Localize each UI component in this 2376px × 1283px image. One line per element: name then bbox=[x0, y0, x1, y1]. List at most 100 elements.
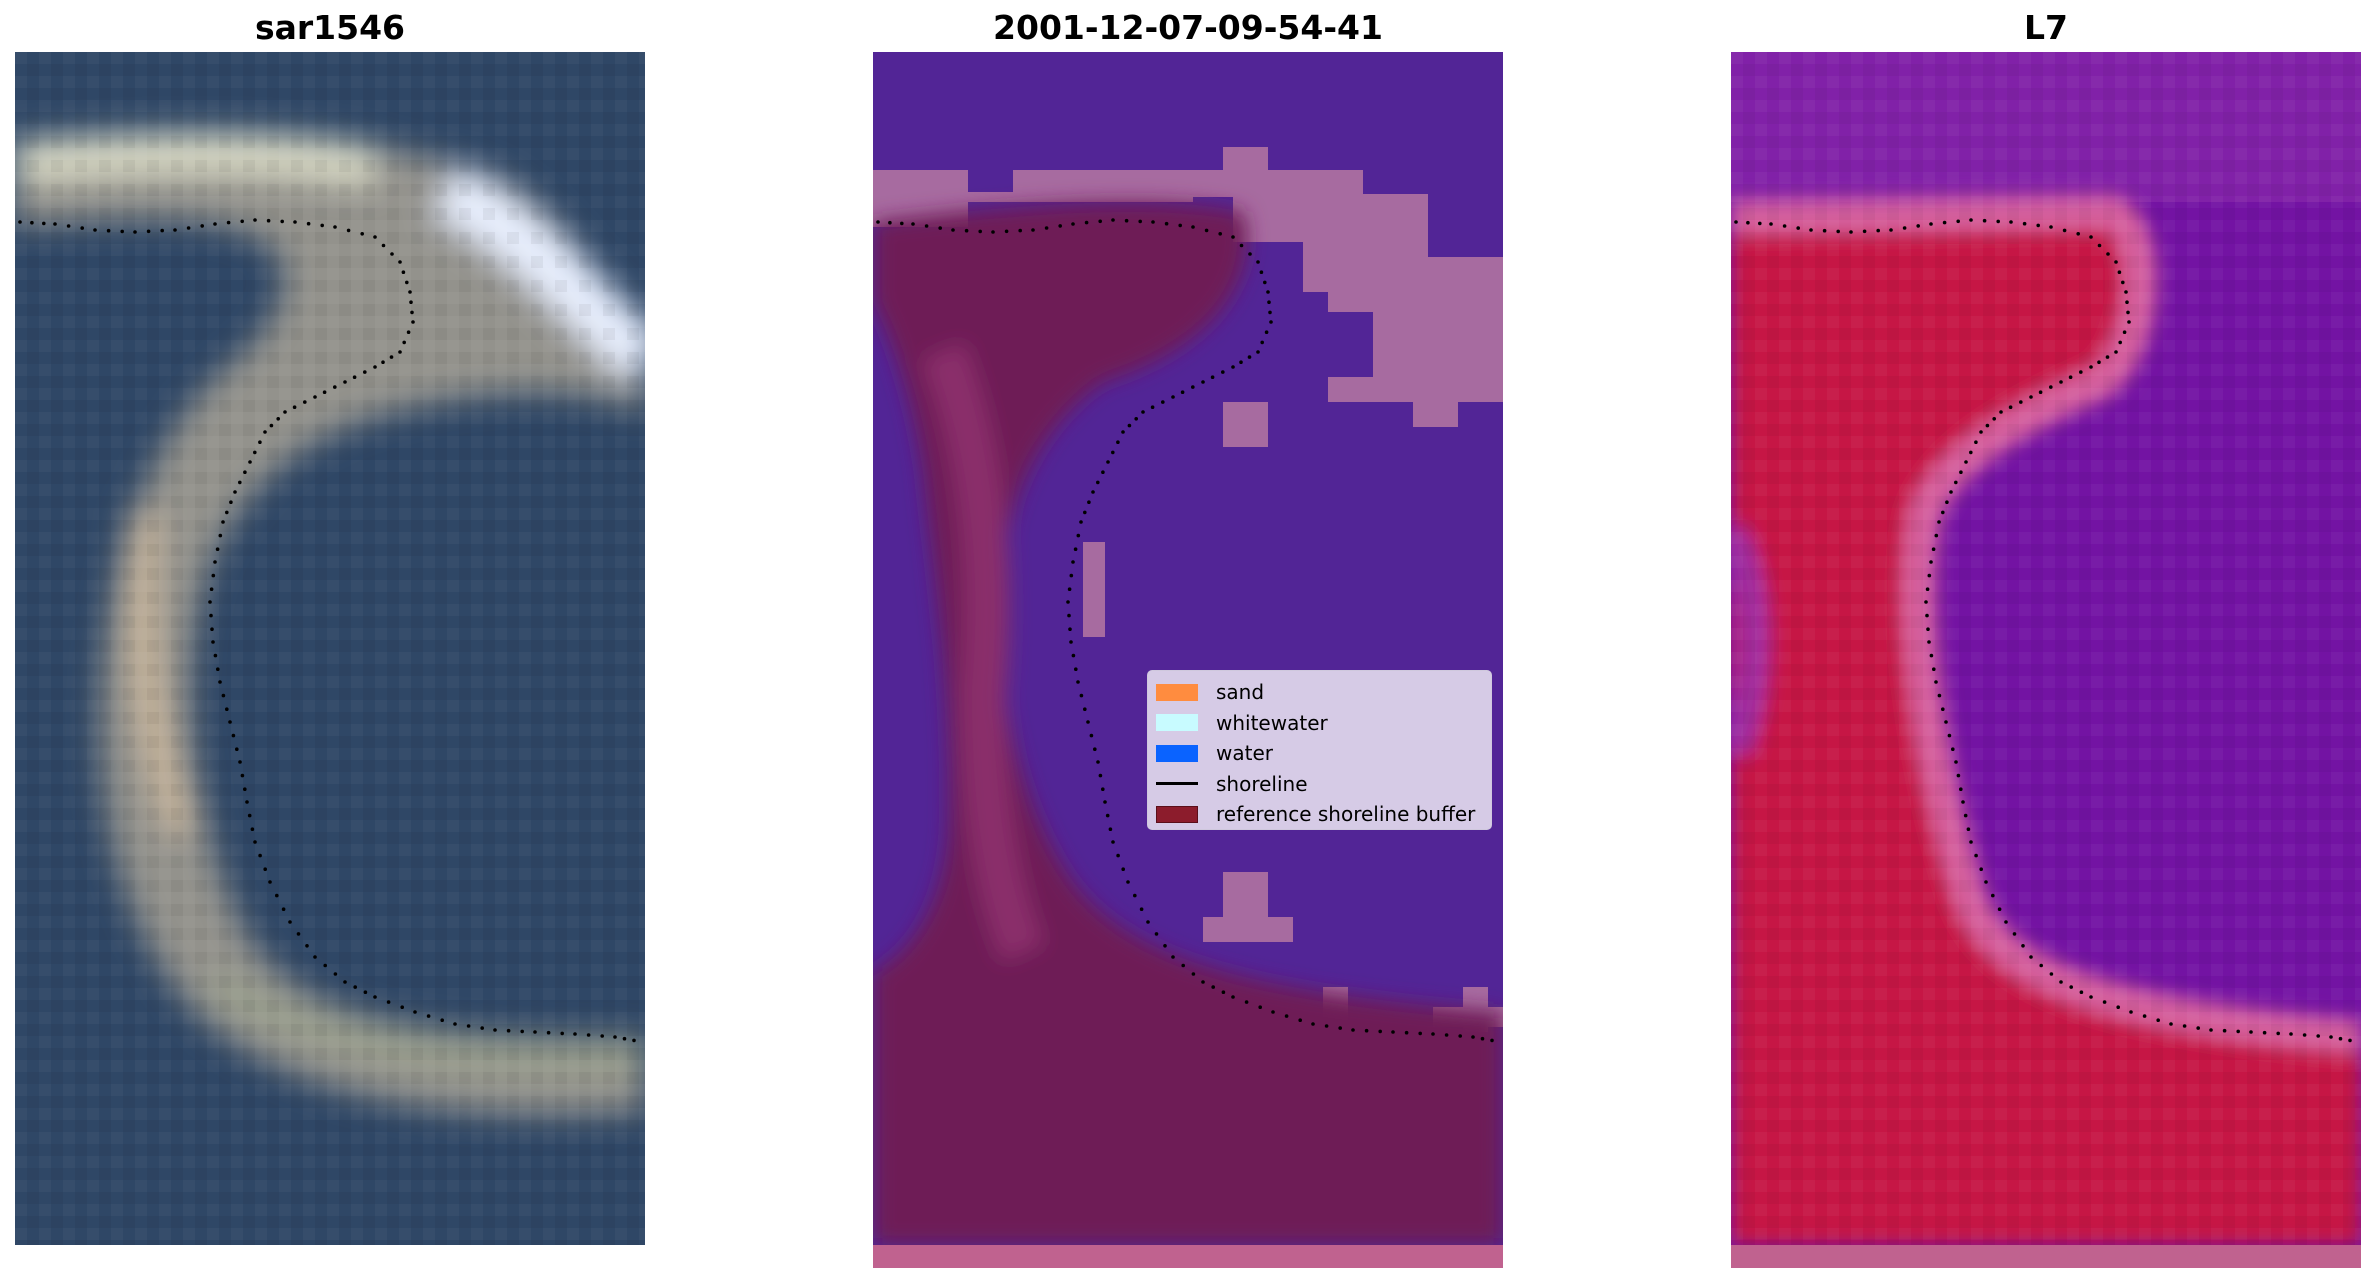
shoreline-point bbox=[1929, 560, 1933, 564]
shoreline-point bbox=[546, 1030, 551, 1035]
shoreline-point bbox=[410, 310, 414, 315]
shoreline-point bbox=[1284, 1014, 1289, 1018]
shoreline-point bbox=[1929, 222, 1933, 226]
shoreline-point bbox=[1221, 370, 1225, 374]
shoreline-point bbox=[1338, 1026, 1342, 1030]
shoreline-point bbox=[1103, 800, 1107, 804]
shoreline-point bbox=[1127, 423, 1132, 428]
shoreline-point bbox=[253, 840, 257, 844]
shoreline-point bbox=[1071, 222, 1075, 226]
shoreline-point bbox=[1093, 747, 1097, 751]
shoreline-point bbox=[1924, 600, 1928, 604]
shoreline-point bbox=[360, 232, 365, 236]
legend-item-water: water bbox=[1156, 738, 1483, 769]
shoreline-point bbox=[2302, 1033, 2307, 1037]
shoreline-point bbox=[292, 405, 297, 410]
shoreline-point bbox=[1068, 627, 1072, 631]
shoreline-point bbox=[160, 228, 164, 233]
shoreline-point bbox=[1260, 340, 1264, 345]
shoreline-point bbox=[209, 587, 214, 591]
shoreline-point bbox=[573, 1032, 577, 1036]
shoreline-point bbox=[313, 955, 317, 959]
shoreline-point bbox=[1164, 221, 1169, 226]
shoreline-point bbox=[1146, 920, 1150, 924]
shoreline-point bbox=[1974, 440, 1978, 445]
shoreline-point bbox=[1210, 375, 1215, 380]
shoreline-point bbox=[876, 220, 880, 224]
shoreline-point bbox=[352, 375, 357, 380]
shoreline-point bbox=[1211, 985, 1215, 989]
shoreline-point bbox=[411, 320, 415, 324]
shoreline-point bbox=[313, 395, 317, 399]
shoreline-point bbox=[1490, 1038, 1494, 1043]
panel-title-rgb: sar1546 bbox=[254, 8, 406, 47]
shoreline-point bbox=[381, 360, 385, 365]
shoreline-point bbox=[1991, 893, 1995, 898]
shoreline-point bbox=[1218, 232, 1222, 236]
shoreline-point bbox=[1076, 533, 1081, 538]
shoreline-point bbox=[560, 1031, 564, 1036]
shoreline-point bbox=[1126, 880, 1130, 884]
shoreline-point bbox=[991, 230, 995, 234]
shoreline-point bbox=[1256, 260, 1260, 264]
shoreline-point bbox=[1116, 440, 1120, 445]
legend-label: whitewater bbox=[1216, 710, 1328, 735]
legend: sand whitewater water shoreline referenc… bbox=[1147, 670, 1492, 830]
shoreline-point bbox=[250, 827, 255, 831]
shoreline-point bbox=[1267, 300, 1271, 304]
shoreline-point bbox=[2079, 990, 2084, 994]
shoreline-point bbox=[2029, 955, 2033, 959]
shoreline-point bbox=[1849, 230, 1853, 234]
shoreline-point bbox=[1264, 330, 1269, 335]
shoreline-point bbox=[1984, 880, 1988, 884]
shoreline-point bbox=[1079, 693, 1084, 698]
shoreline-point bbox=[1111, 218, 1115, 222]
shoreline-point bbox=[333, 225, 337, 229]
shoreline-point bbox=[216, 667, 220, 671]
shoreline-point bbox=[1101, 470, 1105, 475]
shoreline-point bbox=[1937, 520, 1941, 524]
shoreline-point bbox=[1231, 365, 1235, 369]
water-swatch bbox=[1156, 744, 1198, 762]
shoreline-point bbox=[1231, 995, 1235, 999]
shoreline-point bbox=[1961, 800, 1965, 804]
shoreline-point bbox=[218, 680, 222, 684]
shoreline-point bbox=[1116, 853, 1120, 858]
shoreline-point bbox=[1076, 680, 1080, 684]
shoreline-point bbox=[1951, 747, 1955, 751]
shoreline-point bbox=[221, 520, 225, 524]
shoreline-point bbox=[2079, 370, 2083, 374]
shoreline-point bbox=[1404, 1030, 1409, 1035]
shoreline-point bbox=[306, 221, 311, 226]
shoreline-point bbox=[1959, 787, 1963, 791]
shoreline-point bbox=[1086, 720, 1090, 724]
shoreline-point bbox=[2118, 340, 2122, 345]
shoreline-point bbox=[1929, 653, 1934, 658]
legend-label: sand bbox=[1216, 680, 1265, 705]
shoreline-point bbox=[1966, 827, 1971, 831]
shoreline-point bbox=[211, 573, 216, 578]
shoreline-point bbox=[390, 252, 394, 256]
shoreline-point bbox=[333, 972, 338, 976]
shoreline-point bbox=[1111, 450, 1115, 455]
shoreline-point bbox=[343, 380, 347, 384]
shoreline-point bbox=[533, 1030, 537, 1034]
shoreline-point bbox=[1074, 667, 1078, 671]
shoreline-point bbox=[281, 907, 286, 911]
shoreline-point bbox=[243, 787, 247, 791]
shoreline-point bbox=[1124, 218, 1129, 223]
shoreline-point bbox=[1956, 773, 1961, 778]
legend-item-reference-buffer: reference shoreline buffer bbox=[1156, 799, 1483, 830]
shoreline-point bbox=[2316, 1034, 2320, 1038]
shoreline-point bbox=[1139, 907, 1144, 911]
shoreline-point bbox=[900, 221, 904, 226]
shoreline-dots-classification bbox=[876, 218, 1494, 1043]
shoreline-point bbox=[146, 229, 151, 234]
shoreline-point bbox=[413, 1010, 417, 1014]
shoreline-point bbox=[238, 480, 242, 485]
shoreline-point bbox=[1444, 1033, 1449, 1037]
shoreline-point bbox=[1351, 1028, 1355, 1032]
shoreline-point bbox=[30, 220, 34, 225]
shoreline-point bbox=[1941, 510, 1945, 515]
shoreline-point bbox=[924, 224, 929, 228]
